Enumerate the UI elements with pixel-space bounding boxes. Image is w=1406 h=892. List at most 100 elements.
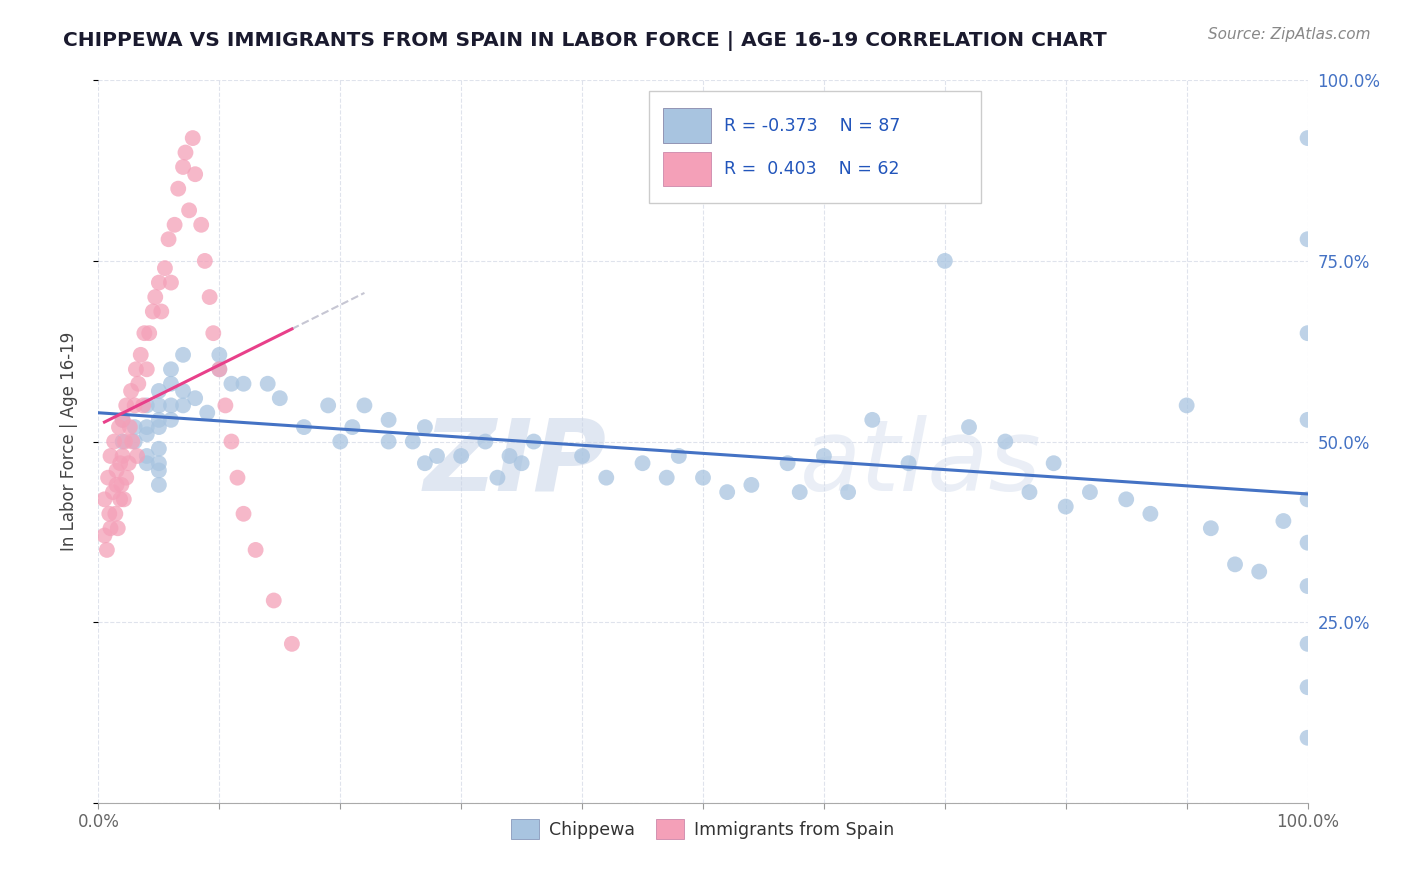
Point [342, 420, 364, 434]
Point [157, 232, 180, 246]
Point [105, 463, 128, 477]
Text: R =  0.403    N = 62: R = 0.403 N = 62 [724, 161, 898, 178]
Point [208, 348, 231, 362]
Point [148, 384, 170, 398]
Point [1296, 579, 1319, 593]
Point [104, 507, 127, 521]
Point [124, 398, 146, 412]
Point [214, 398, 236, 412]
FancyBboxPatch shape [664, 152, 711, 186]
Point [1272, 514, 1295, 528]
Point [111, 413, 134, 427]
Point [148, 463, 170, 477]
Point [160, 376, 183, 391]
Point [184, 167, 207, 181]
Point [160, 413, 183, 427]
Point [510, 456, 533, 470]
Point [1223, 558, 1246, 572]
Point [208, 362, 231, 376]
Point [190, 218, 212, 232]
Point [595, 470, 617, 484]
Point [934, 253, 956, 268]
Point [281, 637, 304, 651]
Point [813, 449, 835, 463]
Point [377, 413, 399, 427]
Point [172, 384, 194, 398]
Point [135, 420, 157, 434]
FancyBboxPatch shape [648, 91, 981, 203]
Point [160, 362, 183, 376]
Point [474, 434, 496, 449]
Point [107, 521, 129, 535]
Point [316, 398, 339, 412]
Point [160, 276, 183, 290]
Point [221, 434, 243, 449]
Point [668, 449, 690, 463]
Point [1249, 565, 1271, 579]
Point [93, 528, 115, 542]
Point [148, 398, 170, 412]
Point [148, 456, 170, 470]
Point [121, 434, 143, 449]
Point [377, 434, 399, 449]
Point [655, 470, 678, 484]
Point [1042, 456, 1064, 470]
Text: atlas: atlas [800, 415, 1042, 512]
Point [789, 485, 811, 500]
Point [115, 470, 138, 484]
Point [292, 420, 315, 434]
Point [631, 456, 654, 470]
Point [167, 182, 190, 196]
Point [1018, 485, 1040, 500]
Point [96, 542, 118, 557]
Point [163, 218, 186, 232]
Point [124, 434, 146, 449]
Point [194, 253, 217, 268]
Point [114, 434, 136, 449]
Point [450, 449, 472, 463]
Point [413, 456, 436, 470]
Point [195, 406, 218, 420]
Point [132, 398, 155, 412]
Text: R = -0.373    N = 87: R = -0.373 N = 87 [724, 117, 900, 135]
Point [172, 398, 194, 412]
Point [150, 304, 173, 318]
Point [860, 413, 883, 427]
Point [148, 442, 170, 456]
Point [160, 398, 183, 412]
Point [1296, 731, 1319, 745]
Point [142, 304, 165, 318]
Point [226, 470, 249, 484]
Point [98, 507, 121, 521]
Point [93, 492, 115, 507]
Point [232, 507, 254, 521]
Point [143, 290, 166, 304]
Point [402, 434, 425, 449]
Point [571, 449, 593, 463]
Point [245, 542, 267, 557]
Point [148, 276, 170, 290]
Point [184, 391, 207, 405]
Point [1175, 398, 1198, 412]
Point [118, 420, 141, 434]
Point [120, 384, 142, 398]
Point [181, 131, 204, 145]
Point [125, 362, 148, 376]
Point [263, 593, 285, 607]
Point [329, 434, 352, 449]
Point [108, 492, 131, 507]
Point [1296, 131, 1319, 145]
Point [135, 449, 157, 463]
Point [148, 420, 170, 434]
Point [135, 456, 157, 470]
Point [148, 478, 170, 492]
Point [134, 326, 156, 340]
Point [837, 485, 859, 500]
Point [202, 326, 225, 340]
Point [740, 478, 762, 492]
Point [108, 456, 131, 470]
Text: ZIP: ZIP [423, 415, 606, 512]
Point [153, 261, 176, 276]
Point [100, 449, 122, 463]
Point [172, 348, 194, 362]
